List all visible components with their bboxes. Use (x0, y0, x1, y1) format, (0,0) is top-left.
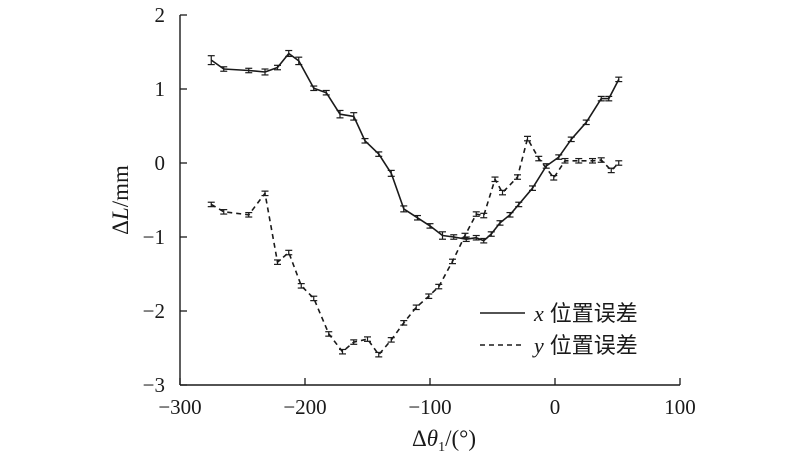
data-point (567, 136, 575, 143)
legend-label-x: x 位置误差 (533, 301, 638, 326)
data-point (597, 157, 605, 163)
x-tick-label: 100 (664, 395, 696, 419)
data-point (414, 214, 421, 221)
data-point (461, 232, 469, 239)
x-tick-label: 0 (550, 395, 561, 419)
legend-entry-x: x 位置误差 (480, 301, 638, 326)
data-point (535, 155, 543, 162)
y-tick-label: −1 (143, 225, 165, 249)
data-point (449, 258, 456, 265)
data-point (412, 304, 420, 311)
data-point (499, 189, 506, 196)
data-point (310, 295, 318, 302)
data-point (615, 76, 623, 83)
data-point (491, 176, 499, 183)
data-point (245, 211, 253, 218)
legend-entry-y: y 位置误差 (480, 333, 638, 358)
data-point (480, 237, 488, 244)
x-tick-label: −200 (283, 395, 326, 419)
data-point (400, 320, 408, 326)
series-layer (207, 49, 623, 358)
data-point (274, 259, 281, 265)
data-point (607, 167, 615, 174)
data-point (515, 201, 523, 208)
data-point (325, 331, 333, 337)
data-point (387, 337, 395, 343)
data-point (425, 293, 433, 300)
data-point (561, 157, 569, 164)
y-tick-label: −3 (143, 373, 165, 397)
y-tick-label: 0 (155, 151, 166, 175)
data-point (245, 67, 253, 74)
data-point (375, 351, 383, 358)
data-point (550, 174, 558, 181)
x-axis-title: Δθ1/(°) (412, 426, 476, 455)
data-point (426, 223, 434, 229)
data-point (582, 119, 590, 126)
data-point (274, 64, 281, 71)
data-point (575, 157, 583, 164)
data-point (375, 151, 383, 157)
legend-label-y: y 位置误差 (532, 333, 638, 358)
data-point (220, 209, 228, 215)
y-tick-label: 1 (155, 77, 166, 101)
data-point (261, 68, 269, 76)
data-point (297, 283, 305, 289)
data-point (555, 154, 563, 160)
data-point (506, 211, 514, 218)
data-point (472, 234, 480, 241)
data-point (472, 211, 480, 217)
data-point (387, 169, 395, 177)
y-tick-label: −2 (143, 299, 165, 323)
data-point (524, 135, 531, 142)
data-point (435, 283, 443, 290)
data-point (439, 231, 446, 240)
data-point (605, 95, 613, 102)
data-point (480, 212, 488, 219)
data-point (310, 85, 318, 92)
data-point (529, 185, 536, 191)
data-point (220, 66, 228, 72)
x-tick-label: −300 (158, 395, 201, 419)
y-axis-title: ΔL/mm (108, 165, 133, 235)
data-point (261, 190, 269, 197)
x-tick-label: −100 (408, 395, 451, 419)
data-point (514, 174, 521, 180)
axis-ticks: −300 −200 −100 0 100 −3 −2 −1 0 1 2 (143, 3, 696, 419)
data-point (597, 95, 605, 102)
data-point (285, 49, 293, 58)
data-point (207, 55, 215, 66)
series-line-x (210, 52, 620, 242)
data-point (285, 249, 293, 256)
data-point (589, 157, 596, 164)
data-point (400, 205, 408, 213)
data-point (364, 336, 371, 342)
series-line-y (210, 137, 620, 356)
data-point (350, 339, 358, 345)
y-tick-label: 2 (155, 3, 166, 27)
data-point (361, 137, 369, 144)
series-y (207, 135, 623, 358)
data-point (207, 201, 215, 208)
series-x (207, 49, 623, 244)
data-point (615, 160, 623, 166)
data-point (322, 89, 330, 96)
legend: x 位置误差 y 位置误差 (480, 301, 638, 358)
data-point (450, 234, 458, 240)
data-point (295, 56, 303, 66)
data-point (496, 220, 504, 226)
data-point (336, 109, 344, 119)
data-point (350, 112, 358, 121)
data-point (487, 231, 495, 237)
data-point (339, 348, 346, 355)
